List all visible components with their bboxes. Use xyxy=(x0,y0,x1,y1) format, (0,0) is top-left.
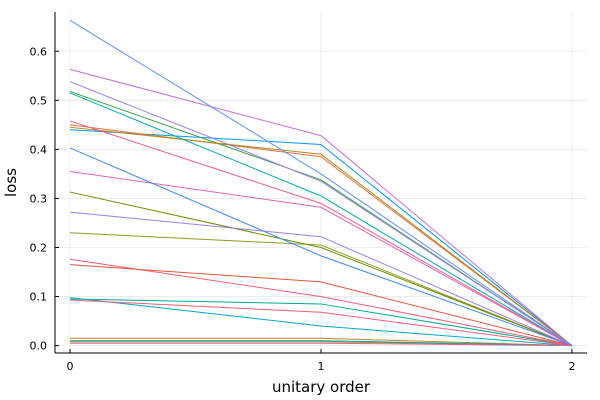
series-line-22 xyxy=(70,340,572,347)
y-tick-label: 0.6 xyxy=(30,45,48,58)
series-line-5 xyxy=(70,126,573,347)
series-line-8 xyxy=(70,337,572,347)
series-line-12 xyxy=(69,81,573,347)
tick-labels: 0 1 2 0.0 0.1 0.2 0.3 0.4 0.5 0.6 xyxy=(30,45,576,373)
series-line-20 xyxy=(70,299,573,347)
series-line-2 xyxy=(69,124,573,347)
series-line-10 xyxy=(70,232,573,347)
series-line-14 xyxy=(69,258,573,347)
series-line-6 xyxy=(69,92,573,347)
series-line-23 xyxy=(70,342,572,347)
series-line-11 xyxy=(70,297,572,347)
x-tick-label: 0 xyxy=(67,360,74,373)
y-tick-label: 0.3 xyxy=(30,192,48,205)
x-tick-label: 2 xyxy=(568,360,575,373)
series-line-1 xyxy=(70,129,573,347)
y-axis-label: loss xyxy=(2,168,20,197)
y-tick-label: 0.0 xyxy=(30,340,48,353)
series-line-16 xyxy=(69,191,573,347)
series-line-9 xyxy=(70,298,573,347)
y-tick-label: 0.2 xyxy=(30,242,48,255)
y-tick-label: 0.1 xyxy=(30,291,48,304)
series-line-7 xyxy=(69,120,573,347)
y-tick-label: 0.4 xyxy=(30,143,48,156)
series-line-13 xyxy=(69,19,573,347)
series-line-19 xyxy=(69,147,573,347)
x-axis-label: unitary order xyxy=(272,378,371,396)
series-line-4 xyxy=(69,68,573,347)
x-tick-label: 1 xyxy=(318,360,325,373)
y-tick-label: 0.5 xyxy=(30,94,48,107)
series-lines xyxy=(69,19,573,347)
series-line-18 xyxy=(70,264,573,347)
series-line-17 xyxy=(70,211,573,347)
